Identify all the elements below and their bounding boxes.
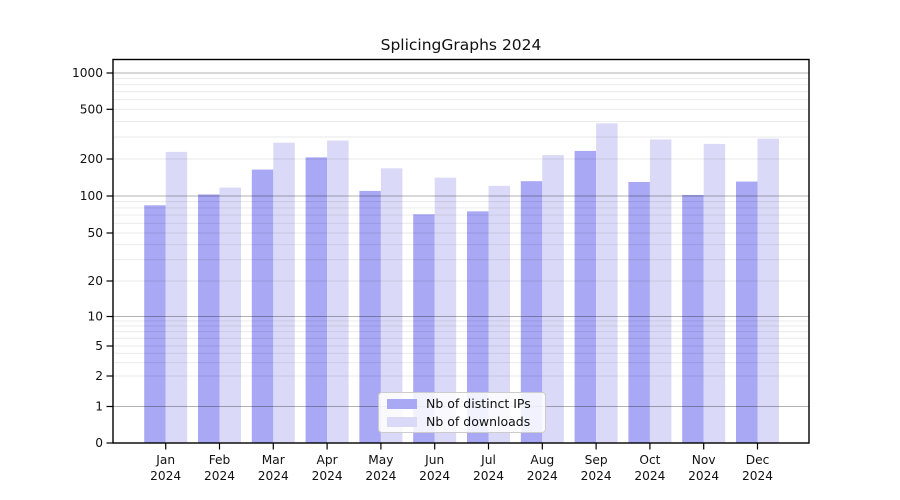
y-tick-label: 10 (87, 310, 103, 324)
bar-downloads (488, 185, 510, 443)
y-tick-label: 200 (80, 152, 103, 166)
x-tick-label-year: 2024 (581, 469, 612, 483)
x-tick-label-month: Jul (480, 453, 496, 467)
x-tick-label-year: 2024 (527, 469, 558, 483)
bar-distinct-ips (251, 169, 274, 443)
bar-distinct-ips (413, 214, 435, 443)
x-tick-label-month: Jun (424, 453, 444, 467)
x-tick-label-month: Nov (692, 453, 716, 467)
x-tick-label-year: 2024 (473, 469, 504, 483)
bar-downloads (434, 177, 457, 443)
x-tick-label-month: May (368, 453, 393, 467)
x-tick-label-year: 2024 (634, 469, 665, 483)
bar-downloads (327, 140, 349, 444)
bar-distinct-ips (574, 150, 597, 443)
y-tick-label: 5 (95, 339, 103, 353)
legend-label-distinct-ips: Nb of distinct IPs (426, 396, 531, 411)
legend-swatch-distinct-ips (387, 398, 417, 409)
bar-distinct-ips (359, 190, 381, 443)
x-tick-label-month: Oct (639, 453, 660, 467)
bar-distinct-ips (467, 211, 489, 443)
y-tick-label: 100 (80, 189, 103, 203)
bar-downloads (596, 123, 618, 443)
x-tick-label-year: 2024 (688, 469, 719, 483)
y-tick-label: 1000 (72, 66, 103, 80)
y-tick-label: 500 (80, 103, 103, 117)
x-tick-label-month: Jan (155, 453, 175, 467)
bar-downloads (542, 155, 564, 443)
x-tick-label-month: Dec (746, 453, 770, 467)
x-tick-label-year: 2024 (258, 469, 289, 483)
x-tick-label-year: 2024 (312, 469, 343, 483)
y-tick-label: 1 (95, 400, 103, 414)
x-tick-label-year: 2024 (150, 469, 181, 483)
x-tick-label-month: Feb (209, 453, 231, 467)
y-tick-label: 50 (87, 226, 103, 240)
x-tick-label-month: Aug (530, 453, 554, 467)
bar-distinct-ips (520, 181, 543, 443)
x-tick-label-year: 2024 (419, 469, 450, 483)
bar-distinct-ips (198, 194, 220, 443)
bar-distinct-ips (628, 181, 650, 444)
bar-distinct-ips (736, 181, 758, 443)
bar-distinct-ips (144, 205, 166, 443)
bar-downloads (273, 142, 295, 443)
x-tick-label-year: 2024 (204, 469, 235, 483)
bar-distinct-ips (682, 194, 704, 443)
x-tick-label-month: Mar (262, 453, 286, 467)
bar-downloads (703, 143, 726, 443)
x-tick-label-month: Sep (585, 453, 608, 467)
bar-downloads (380, 168, 403, 443)
legend-item-downloads: Nb of downloads (387, 414, 537, 429)
bar-downloads (219, 187, 241, 443)
bar-downloads (649, 139, 672, 443)
x-tick-label-month: Apr (317, 453, 339, 467)
y-tick-label: 0 (95, 436, 103, 450)
plot-frame (112, 58, 810, 444)
bar-downloads (757, 138, 779, 443)
bar-distinct-ips (305, 157, 328, 443)
y-tick-label: 2 (95, 369, 103, 383)
legend-label-downloads: Nb of downloads (426, 414, 531, 429)
legend-item-distinct-ips: Nb of distinct IPs (387, 396, 537, 411)
legend-swatch-downloads (387, 416, 417, 427)
x-tick-label-year: 2024 (365, 469, 396, 483)
x-tick-label-year: 2024 (742, 469, 773, 483)
legend: Nb of distinct IPs Nb of downloads (378, 392, 546, 433)
bar-downloads (165, 151, 188, 443)
y-tick-label: 20 (87, 274, 103, 288)
chart-title: SplicingGraphs 2024 (380, 36, 542, 54)
